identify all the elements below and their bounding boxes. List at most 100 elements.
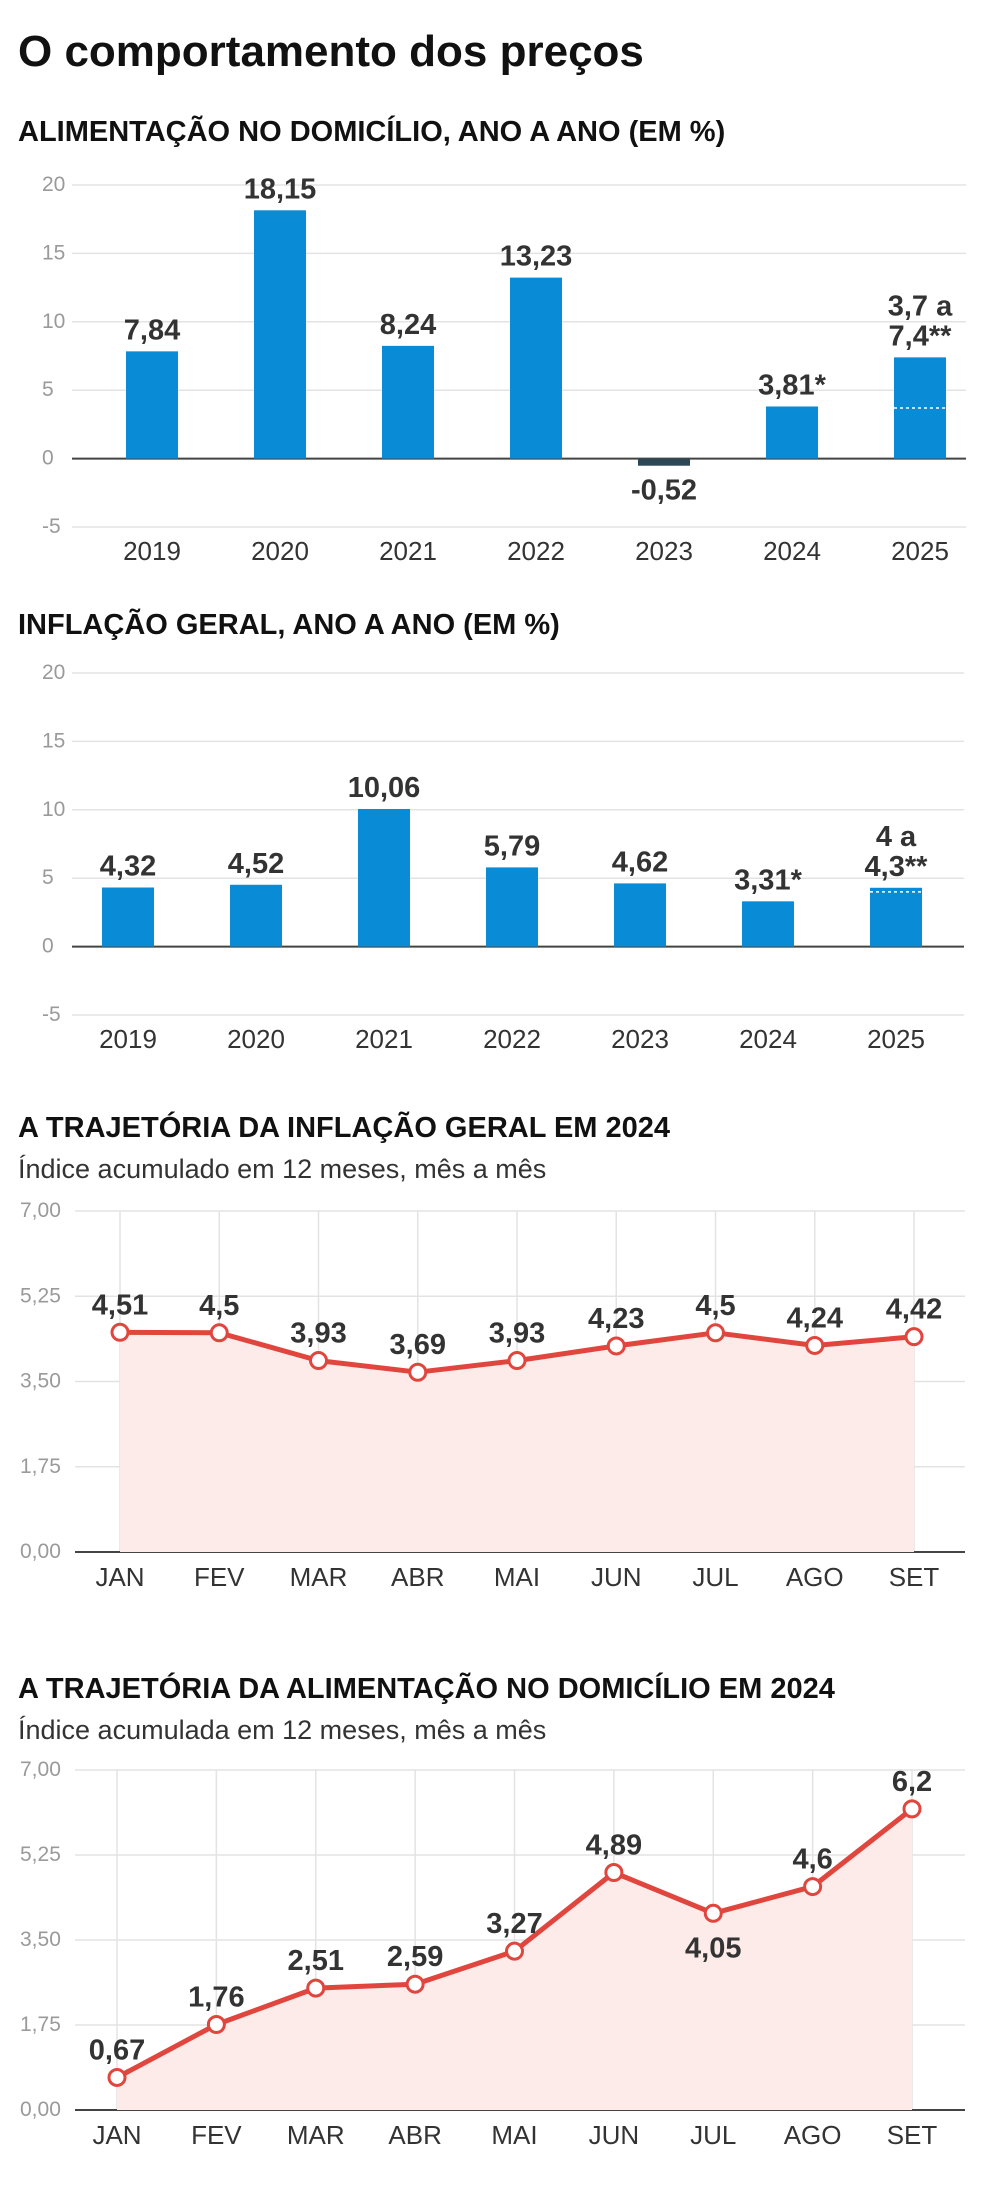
chart-title: ALIMENTAÇÃO NO DOMICÍLIO, ANO A ANO (EM … (18, 114, 725, 148)
y-tick-label: 0,00 (20, 1540, 61, 1563)
x-tick-label: MAI (494, 1562, 540, 1592)
data-label: 4 a (876, 821, 917, 853)
x-tick-label: JAN (95, 1562, 144, 1592)
data-point (405, 1974, 425, 1994)
chart-title: A TRAJETÓRIA DA INFLAÇÃO GERAL EM 2024 (18, 1110, 670, 1144)
data-point (209, 1323, 229, 1343)
y-tick-label: -5 (42, 515, 61, 538)
data-label: 4,51 (92, 1289, 148, 1321)
data-label: -0,52 (631, 475, 697, 507)
x-tick-label: 2023 (611, 1024, 669, 1054)
y-tick-label: 15 (42, 241, 65, 264)
y-tick-label: 10 (42, 798, 65, 821)
x-tick-label: 2019 (99, 1024, 157, 1054)
data-label: 4,32 (100, 851, 156, 883)
data-label: 4,62 (612, 846, 668, 878)
bar (382, 345, 434, 459)
data-label: 7,4** (889, 320, 953, 352)
x-tick-label: ABR (391, 1562, 444, 1592)
food-at-home-annual-chart: ALIMENTAÇÃO NO DOMICÍLIO, ANO A ANO (EM … (18, 114, 966, 566)
bar (230, 884, 282, 947)
data-label: 8,24 (380, 309, 436, 341)
y-tick-label: 1,75 (20, 2013, 61, 2036)
data-label: 7,84 (124, 314, 180, 346)
data-label: 3,69 (390, 1329, 446, 1361)
bar (126, 351, 178, 459)
data-point (507, 1351, 527, 1371)
y-tick-label: -5 (42, 1003, 61, 1026)
bar (358, 808, 410, 947)
x-tick-label: 2025 (867, 1024, 925, 1054)
x-tick-label: MAR (290, 1562, 348, 1592)
data-label: 3,27 (486, 1908, 542, 1940)
x-tick-label: 2024 (739, 1024, 797, 1054)
x-tick-label: FEV (194, 1562, 245, 1592)
food-at-home-2024-chart: A TRAJETÓRIA DA ALIMENTAÇÃO NO DOMICÍLIO… (18, 1671, 965, 2150)
x-tick-label: 2020 (227, 1024, 285, 1054)
data-label: 1,76 (188, 1982, 244, 2014)
x-tick-label: JUL (692, 1562, 738, 1592)
data-label: 5,79 (484, 830, 540, 862)
data-point (408, 1362, 428, 1382)
data-label: 6,2 (892, 1766, 932, 1798)
data-label: 4,3** (865, 851, 929, 883)
x-tick-label: JUL (690, 2120, 736, 2150)
x-tick-label: 2023 (635, 536, 693, 566)
y-tick-label: 5,25 (20, 1843, 61, 1866)
data-label: 4,52 (228, 848, 284, 880)
y-tick-label: 7,00 (20, 1758, 61, 1781)
data-label: 4,23 (588, 1303, 644, 1335)
data-point (803, 1877, 823, 1897)
data-point (110, 1322, 130, 1342)
bar (102, 887, 154, 947)
area-fill (120, 1332, 914, 1552)
x-tick-label: 2021 (379, 536, 437, 566)
y-tick-label: 20 (42, 661, 65, 684)
data-point (505, 1941, 524, 1961)
data-label: 4,6 (792, 1844, 832, 1876)
data-label: 0,67 (89, 2034, 145, 2066)
data-label: 3,31* (734, 864, 802, 896)
x-tick-label: FEV (191, 2120, 242, 2150)
x-tick-label: MAI (491, 2120, 537, 2150)
data-label: 3,93 (489, 1318, 545, 1350)
data-point (904, 1327, 924, 1347)
y-tick-label: 0 (42, 447, 54, 470)
bar (870, 887, 922, 947)
data-point (604, 1862, 624, 1882)
bar (766, 406, 818, 459)
bar (486, 867, 538, 947)
x-tick-label: SET (889, 1562, 940, 1592)
y-tick-label: 0 (42, 935, 54, 958)
y-tick-label: 1,75 (20, 1455, 61, 1478)
y-tick-label: 15 (42, 729, 65, 752)
data-point (606, 1336, 626, 1356)
data-label: 18,15 (244, 173, 317, 205)
data-point (206, 2015, 226, 2035)
x-tick-label: 2022 (483, 1024, 541, 1054)
x-tick-label: JUN (589, 2120, 640, 2150)
x-tick-label: 2024 (763, 536, 821, 566)
data-label: 2,51 (288, 1945, 344, 1977)
x-tick-label: 2019 (123, 536, 181, 566)
y-tick-label: 0,00 (20, 2098, 61, 2121)
bar (510, 277, 562, 459)
bar (638, 458, 690, 466)
data-label: 10,06 (348, 772, 421, 804)
data-point (902, 1799, 922, 1819)
data-label: 3,7 a (888, 290, 953, 322)
y-tick-label: 7,00 (20, 1199, 61, 1222)
bar (614, 883, 666, 947)
x-tick-label: 2022 (507, 536, 565, 566)
data-point (107, 2067, 127, 2087)
x-tick-label: SET (887, 2120, 938, 2150)
x-tick-label: 2021 (355, 1024, 413, 1054)
page-title: O comportamento dos preços (18, 27, 644, 76)
data-label: 4,89 (586, 1829, 642, 1861)
bar (742, 901, 794, 947)
x-tick-label: 2025 (891, 536, 949, 566)
chart-subtitle: Índice acumulada em 12 meses, mês a mês (18, 1715, 546, 1745)
chart-subtitle: Índice acumulado em 12 meses, mês a mês (18, 1154, 546, 1184)
bar (254, 210, 306, 459)
